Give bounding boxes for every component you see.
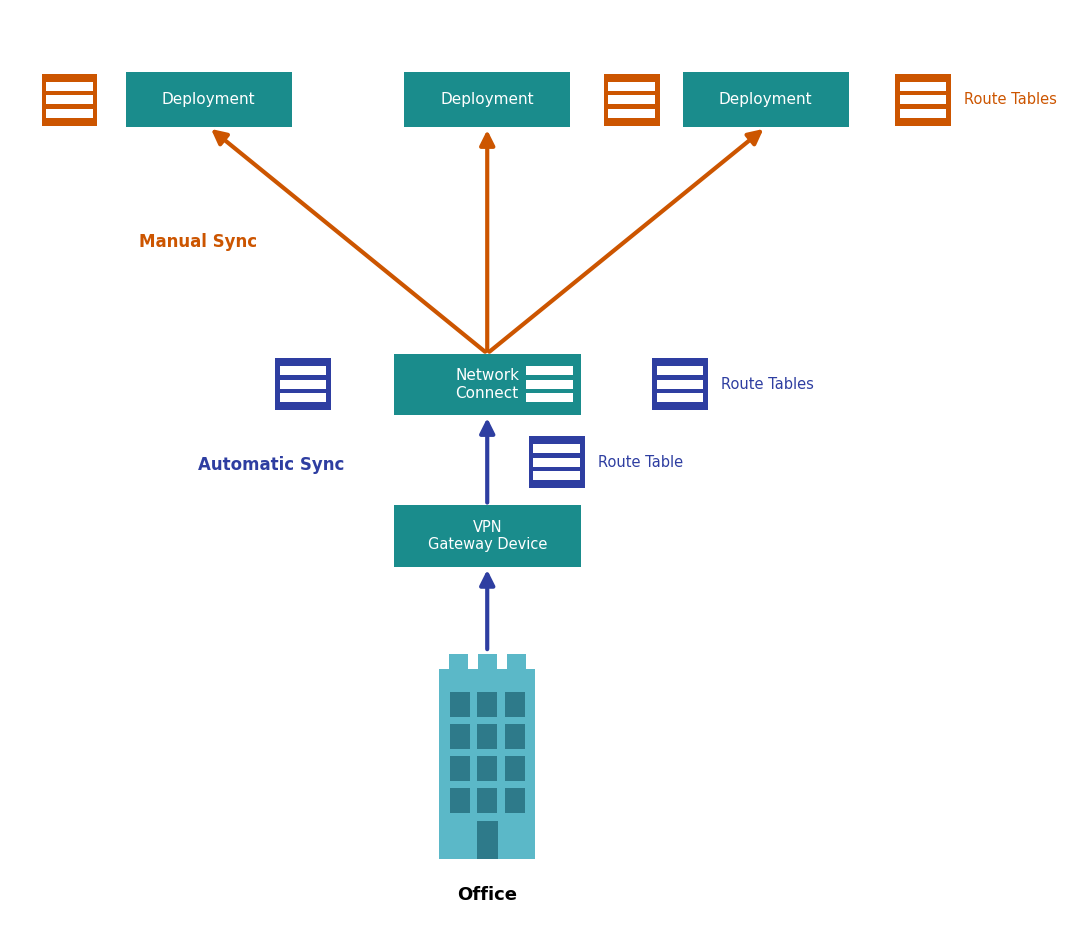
FancyBboxPatch shape — [449, 692, 470, 717]
FancyBboxPatch shape — [604, 74, 660, 126]
Text: Deployment: Deployment — [441, 92, 534, 107]
Text: Automatic Sync: Automatic Sync — [198, 456, 345, 474]
FancyBboxPatch shape — [393, 506, 581, 568]
FancyBboxPatch shape — [477, 755, 497, 781]
Text: VPN
Gateway Device: VPN Gateway Device — [428, 520, 546, 552]
Text: Office: Office — [457, 886, 517, 903]
FancyBboxPatch shape — [280, 380, 326, 389]
FancyBboxPatch shape — [275, 358, 330, 410]
FancyBboxPatch shape — [526, 394, 572, 402]
FancyBboxPatch shape — [608, 109, 656, 118]
FancyBboxPatch shape — [477, 654, 497, 671]
FancyBboxPatch shape — [440, 669, 536, 859]
FancyBboxPatch shape — [448, 654, 468, 671]
Text: Manual Sync: Manual Sync — [139, 233, 257, 251]
Text: Route Tables: Route Tables — [720, 377, 813, 392]
FancyBboxPatch shape — [652, 358, 707, 410]
FancyBboxPatch shape — [280, 366, 326, 375]
Text: Route Tables: Route Tables — [963, 92, 1056, 107]
FancyBboxPatch shape — [900, 82, 946, 90]
FancyBboxPatch shape — [504, 755, 525, 781]
FancyBboxPatch shape — [477, 692, 497, 717]
Text: Network
Connect: Network Connect — [456, 368, 519, 400]
FancyBboxPatch shape — [895, 74, 950, 126]
FancyBboxPatch shape — [608, 95, 656, 104]
Text: Deployment: Deployment — [719, 92, 812, 107]
FancyBboxPatch shape — [534, 457, 580, 467]
FancyBboxPatch shape — [46, 109, 93, 118]
FancyBboxPatch shape — [449, 724, 470, 750]
Text: Route Table: Route Table — [597, 455, 683, 470]
FancyBboxPatch shape — [534, 472, 580, 480]
FancyBboxPatch shape — [449, 788, 470, 813]
FancyBboxPatch shape — [404, 72, 570, 127]
FancyBboxPatch shape — [526, 366, 572, 375]
FancyBboxPatch shape — [526, 380, 572, 389]
FancyBboxPatch shape — [393, 354, 581, 416]
FancyBboxPatch shape — [46, 95, 93, 104]
FancyBboxPatch shape — [504, 724, 525, 750]
FancyBboxPatch shape — [608, 82, 656, 90]
FancyBboxPatch shape — [504, 692, 525, 717]
FancyBboxPatch shape — [522, 358, 577, 410]
FancyBboxPatch shape — [507, 654, 526, 671]
FancyBboxPatch shape — [657, 380, 703, 389]
FancyBboxPatch shape — [657, 366, 703, 375]
FancyBboxPatch shape — [126, 72, 292, 127]
FancyBboxPatch shape — [657, 394, 703, 402]
FancyBboxPatch shape — [280, 394, 326, 402]
FancyBboxPatch shape — [42, 74, 97, 126]
FancyBboxPatch shape — [476, 821, 498, 859]
FancyBboxPatch shape — [683, 72, 849, 127]
FancyBboxPatch shape — [46, 82, 93, 90]
FancyBboxPatch shape — [900, 95, 946, 104]
FancyBboxPatch shape — [900, 109, 946, 118]
FancyBboxPatch shape — [529, 437, 584, 489]
FancyBboxPatch shape — [477, 724, 497, 750]
Text: Deployment: Deployment — [162, 92, 256, 107]
FancyBboxPatch shape — [534, 444, 580, 453]
FancyBboxPatch shape — [477, 788, 497, 813]
FancyBboxPatch shape — [504, 788, 525, 813]
FancyBboxPatch shape — [449, 755, 470, 781]
